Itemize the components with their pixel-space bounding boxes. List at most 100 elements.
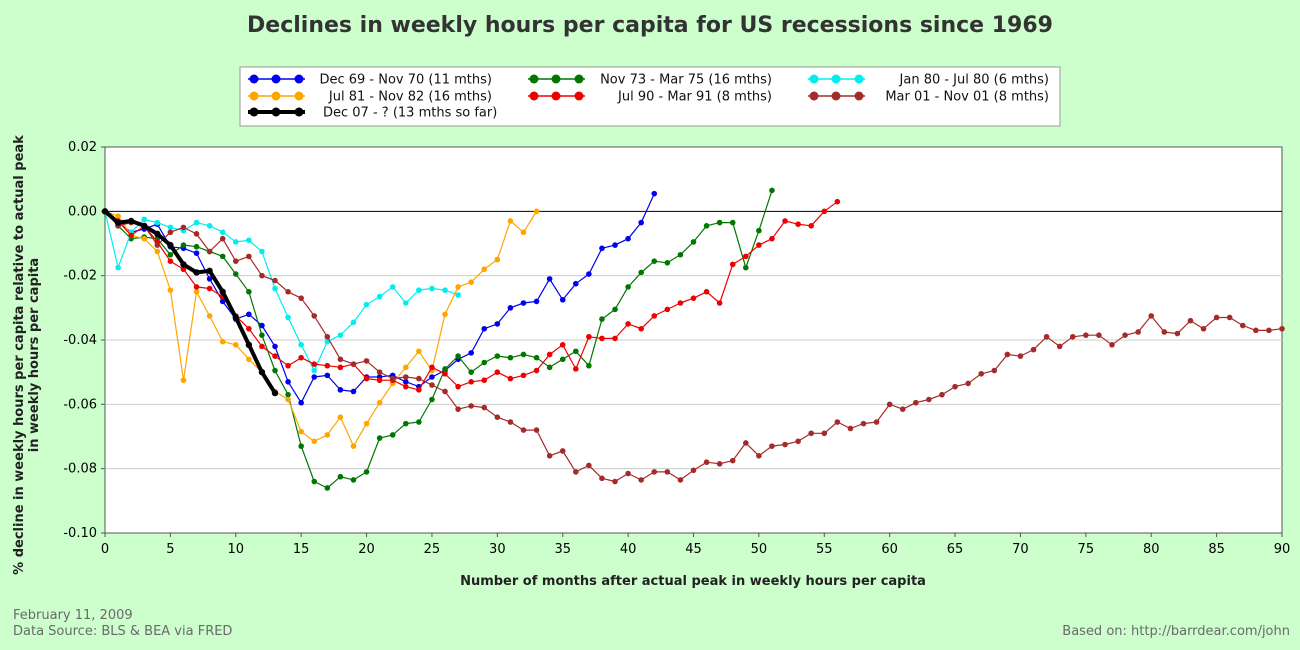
data-point (834, 198, 841, 205)
data-point (245, 341, 253, 349)
legend-marker (551, 91, 561, 101)
data-point (612, 335, 618, 342)
data-point (402, 300, 409, 306)
data-point (324, 333, 331, 340)
data-point (468, 379, 474, 385)
data-point (219, 288, 226, 295)
data-point (337, 356, 344, 363)
series-group (101, 187, 1285, 491)
data-point (743, 253, 749, 260)
data-point (442, 388, 448, 395)
x-tick-label: 25 (424, 542, 441, 557)
x-tick-label: 55 (816, 542, 833, 557)
data-point (664, 260, 671, 266)
data-point (219, 338, 226, 345)
data-point (1253, 327, 1259, 334)
data-point (625, 235, 631, 242)
data-point (311, 313, 318, 319)
data-point (311, 374, 318, 380)
legend-item: Jul 90 - Mar 91 (8 mths) (528, 90, 772, 105)
data-point (271, 389, 279, 397)
data-point (1109, 342, 1115, 348)
data-point (246, 311, 252, 318)
data-point (285, 391, 291, 398)
data-point (926, 396, 932, 403)
data-point (246, 237, 252, 244)
data-point (520, 372, 527, 379)
data-point (193, 243, 200, 250)
legend-label: Nov 73 - Mar 75 (16 mths) (600, 73, 772, 88)
legend-box (239, 66, 1061, 127)
data-point (154, 242, 161, 248)
data-point (363, 301, 370, 308)
legend-item: Nov 73 - Mar 75 (16 mths) (528, 73, 772, 88)
data-point (729, 261, 736, 268)
data-point (298, 295, 304, 301)
data-point (664, 306, 671, 313)
x-tick-label: 80 (1143, 542, 1160, 557)
legend-item: Dec 07 - ? (13 mths so far) (248, 106, 497, 121)
data-point (651, 190, 658, 197)
legend-marker (854, 74, 864, 84)
data-point (690, 295, 697, 301)
data-point (533, 354, 540, 361)
legend-item: Mar 01 - Nov 01 (8 mths) (808, 90, 1049, 105)
data-point (101, 208, 109, 215)
data-point (599, 245, 605, 252)
data-point (141, 235, 148, 242)
data-point (206, 276, 213, 282)
data-point (141, 216, 148, 223)
legend-marker (294, 107, 304, 117)
data-point (442, 366, 448, 372)
data-point (533, 298, 540, 305)
footer-credit: Based on: http://barrdear.com/john (1062, 624, 1290, 639)
data-point (285, 362, 291, 369)
data-point (402, 364, 409, 371)
data-point (573, 280, 579, 287)
data-point (638, 325, 644, 332)
data-point (311, 438, 318, 445)
data-point (219, 298, 226, 305)
data-point (507, 305, 514, 311)
data-point (573, 348, 579, 355)
data-point (586, 362, 592, 369)
data-point (690, 467, 697, 474)
data-point (259, 272, 265, 279)
series-line (104, 210, 538, 447)
legend-label: Dec 07 - ? (13 mths so far) (323, 106, 497, 121)
data-point (769, 187, 775, 194)
data-point (258, 368, 266, 376)
x-tick-label: 40 (620, 542, 637, 557)
y-axis-title-line-2: in weekly hours per capita (27, 258, 42, 452)
data-point (350, 388, 357, 395)
data-point (481, 325, 488, 332)
data-point (795, 221, 801, 227)
data-point (1043, 333, 1050, 340)
data-point (402, 420, 409, 427)
legend-label: Jul 90 - Mar 91 (8 mths) (617, 90, 772, 105)
data-point (337, 332, 344, 338)
data-point (886, 401, 893, 408)
data-point (520, 351, 527, 358)
legend-label: Jan 80 - Jul 80 (6 mths) (899, 73, 1049, 88)
data-point (716, 300, 723, 306)
y-tick-label: -0.06 (63, 397, 97, 412)
data-point (808, 223, 814, 229)
data-point (625, 284, 631, 290)
x-tick-label: 15 (293, 542, 310, 557)
data-point (324, 485, 331, 491)
data-point (1187, 317, 1194, 324)
data-point (1279, 325, 1285, 332)
series-2 (102, 208, 461, 374)
data-point (429, 285, 435, 292)
data-point (533, 208, 540, 215)
x-tick-label: 70 (1012, 542, 1029, 557)
data-point (586, 333, 592, 340)
data-point (756, 453, 762, 459)
data-point (756, 242, 762, 248)
data-point (193, 219, 200, 226)
data-point (481, 266, 488, 273)
data-point (298, 399, 304, 406)
series-line (104, 211, 459, 372)
